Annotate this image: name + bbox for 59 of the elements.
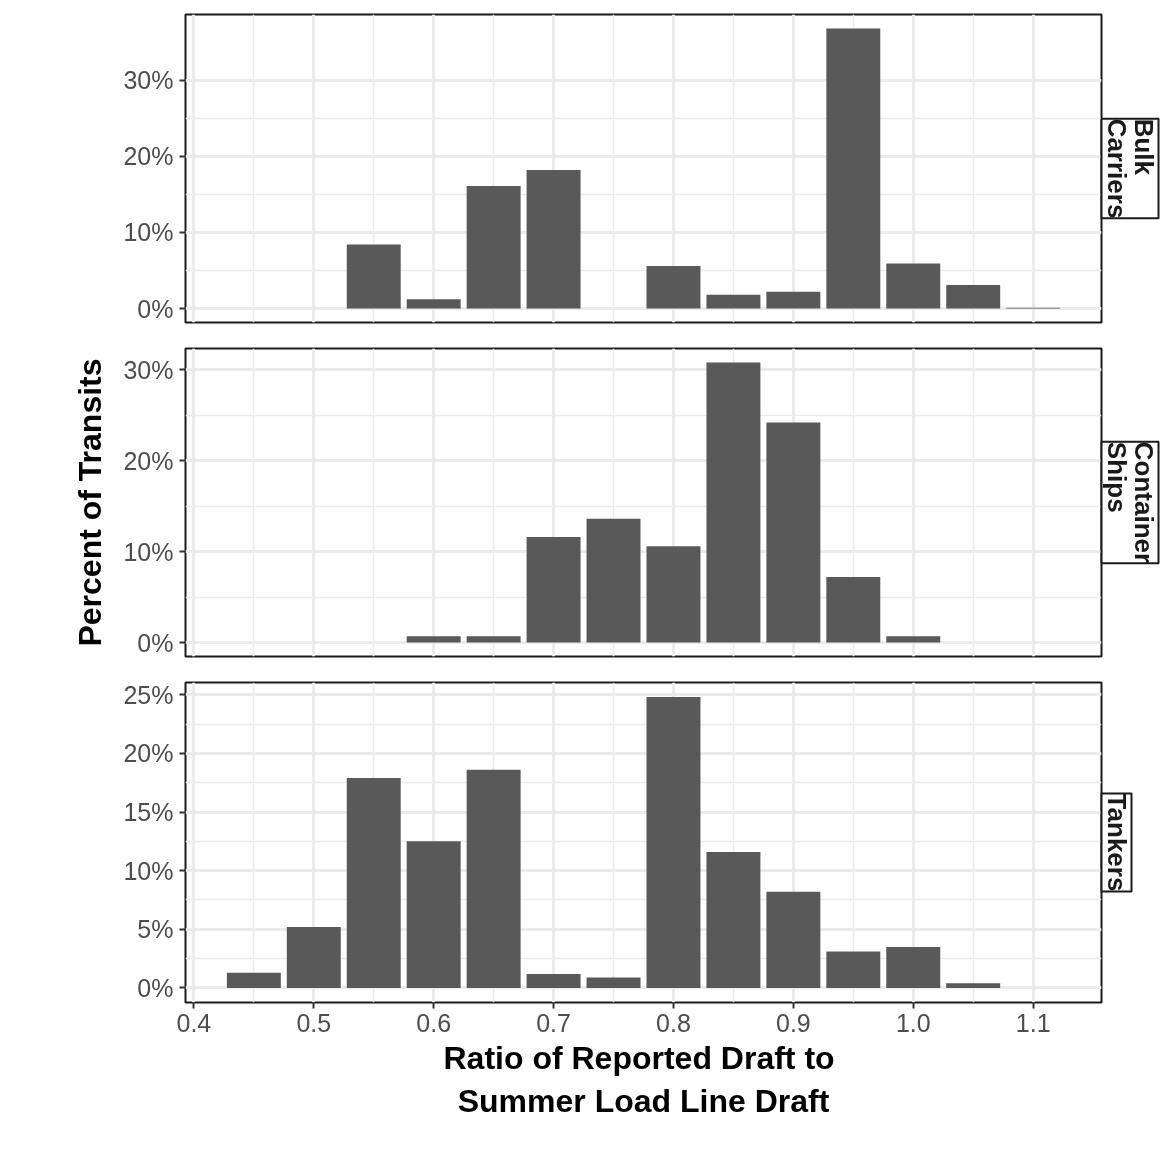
x-tick-label: 0.6 (416, 1008, 452, 1037)
y-tick-label: 15% (123, 798, 174, 826)
y-tick-label: 30% (123, 66, 174, 95)
bar (946, 983, 1001, 988)
y-tick-label: 25% (123, 680, 174, 709)
bar (466, 769, 521, 988)
bar (526, 973, 581, 988)
bar (766, 891, 821, 988)
bar (886, 946, 941, 988)
text: Tankers (1101, 793, 1132, 892)
bar (646, 697, 701, 988)
y-axis-title: Percent of Transits (72, 358, 109, 647)
x-tick-label: 0.7 (536, 1008, 571, 1037)
bar (646, 546, 701, 643)
y-tick-label: 5% (137, 915, 174, 944)
bar (886, 636, 941, 643)
bar (346, 777, 401, 988)
bar (586, 518, 641, 643)
x-tick-label: 1.1 (1015, 1008, 1051, 1037)
bar (406, 841, 461, 988)
bar (766, 291, 821, 309)
bar (466, 636, 521, 643)
y-tick-label: 20% (123, 142, 174, 171)
bar (346, 244, 401, 309)
x-tick-label: 0.9 (775, 1008, 811, 1037)
y-tick-label: 0% (137, 973, 174, 1002)
bar (526, 170, 581, 309)
bar (526, 537, 581, 643)
y-tick-label: 20% (123, 446, 174, 475)
y-tick-label: 30% (123, 355, 174, 384)
bar (766, 422, 821, 643)
bar (406, 636, 461, 643)
bar (886, 263, 941, 309)
bar (826, 28, 881, 309)
text: Bulk Carriers (1101, 118, 1159, 219)
x-tick-label: 0.5 (296, 1008, 332, 1037)
bar (646, 265, 701, 309)
bar (706, 294, 761, 309)
bar (586, 977, 641, 988)
text: Container Ships (1101, 441, 1159, 564)
y-tick-label: 10% (123, 537, 174, 566)
y-tick-label: 20% (123, 739, 174, 768)
bar (406, 299, 461, 309)
x-tick-label: 0.8 (656, 1008, 691, 1037)
bar (286, 926, 341, 988)
bar (226, 972, 281, 988)
y-tick-label: 10% (123, 218, 174, 247)
x-tick-label: 1.0 (895, 1008, 931, 1037)
bar (466, 186, 521, 309)
x-tick-label: 0.4 (176, 1008, 212, 1037)
bar (946, 284, 1001, 309)
bar (826, 577, 881, 643)
y-tick-label: 0% (137, 294, 174, 323)
bar (826, 951, 881, 988)
y-tick-label: 10% (123, 856, 174, 885)
y-tick-label: 0% (137, 628, 174, 657)
x-axis-title: Ratio of Reported Draft to Summer Load Line Draft (443, 1039, 835, 1119)
bar (706, 362, 761, 643)
bar (706, 851, 761, 988)
